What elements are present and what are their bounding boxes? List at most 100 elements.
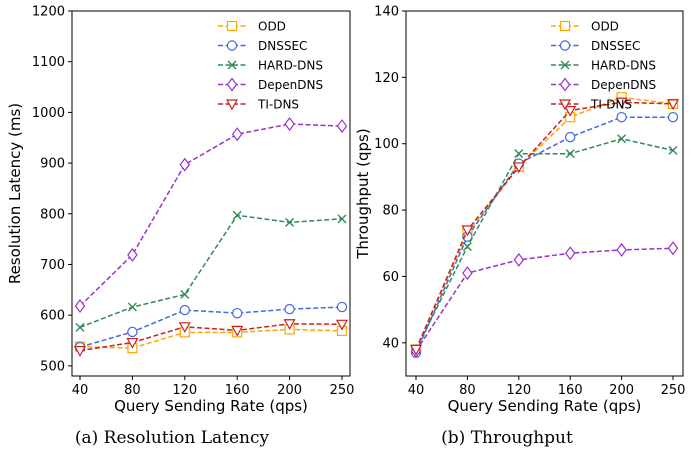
x-tick-label: 80 (459, 383, 476, 398)
data-point (616, 242, 627, 257)
data-point (564, 105, 577, 117)
y-tick-label: 1000 (32, 106, 65, 121)
y-tick-label: 1200 (32, 5, 65, 20)
legend-marker (559, 40, 571, 51)
x-axis-label: Query Sending Rate (qps) (114, 397, 308, 415)
legend-label-hard-dns: HARD-DNS (591, 59, 656, 73)
figure-caption: (a) Resolution Latency (75, 428, 270, 448)
y-tick-label: 500 (40, 359, 65, 374)
data-point (179, 304, 190, 316)
series-line (415, 96, 674, 350)
data-point (73, 346, 87, 357)
y-tick-label: 1100 (32, 55, 65, 70)
x-tick-label: 250 (330, 383, 355, 398)
data-point (127, 247, 138, 262)
series-line (79, 328, 343, 349)
x-tick-label: 250 (661, 383, 686, 398)
series-line (415, 247, 674, 352)
legend-label-hard-dns: HARD-DNS (258, 59, 323, 73)
data-point (75, 322, 85, 332)
legend-label-ti-dns: TI-DNS (257, 98, 299, 112)
data-point (126, 337, 139, 349)
series-line (415, 116, 673, 354)
data-point (617, 134, 627, 144)
legend-label-dnssec: DNSSEC (258, 39, 307, 53)
x-tick-label: 120 (506, 383, 531, 398)
series-line (415, 101, 674, 350)
x-tick-label: 200 (277, 383, 302, 398)
series-hard-dns (411, 134, 678, 354)
legend: ODD DNSSEC HARD-DNS DepenDNS TI-DNS (218, 20, 323, 112)
legend-label-dnssec: DNSSEC (591, 39, 640, 53)
x-tick-label: 200 (609, 383, 634, 398)
data-point (615, 97, 628, 109)
series-ti-dns (409, 97, 680, 356)
data-point (285, 217, 295, 227)
y-tick-label: 700 (40, 258, 65, 273)
legend-marker (225, 99, 239, 111)
data-point (179, 157, 191, 172)
data-point (514, 149, 524, 159)
x-axis-label: Query Sending Rate (qps) (448, 397, 642, 415)
x-tick-label: 40 (408, 383, 425, 398)
legend-marker (560, 60, 570, 70)
data-point (564, 246, 576, 261)
series-odd (74, 324, 348, 354)
data-point (231, 325, 244, 337)
legend-marker (558, 99, 572, 111)
legend-marker (226, 77, 238, 92)
data-point (283, 319, 296, 331)
plot-frame (71, 10, 351, 377)
series-dnssec (410, 111, 679, 358)
legend-marker (559, 20, 571, 32)
y-axis-label: Resolution Latency (ms) (6, 103, 24, 284)
legend-label-dependns: DepenDNS (258, 78, 323, 92)
data-point (337, 214, 347, 224)
series-line (79, 214, 343, 328)
data-point (513, 252, 525, 267)
y-tick-label: 140 (374, 5, 399, 20)
series-ti-dns (73, 319, 349, 357)
data-point (668, 145, 678, 155)
y-tick-label: 60 (382, 270, 399, 285)
plot-frame (405, 10, 684, 377)
data-point (667, 241, 679, 256)
data-point (180, 289, 190, 299)
series-dependns (74, 117, 348, 314)
data-point (232, 210, 242, 220)
chart-resolution-latency: 500 600 700 800 900 1000 1100 1200 40 80 120 160 200… (6, 5, 354, 449)
legend-marker (226, 20, 238, 32)
series-line (79, 123, 343, 307)
data-point (127, 302, 137, 312)
figure-caption: (b) Throughput (441, 428, 573, 448)
data-point (462, 242, 472, 252)
series-odd (410, 92, 679, 355)
data-point (231, 127, 243, 142)
legend-label-ti-dns: TI-DNS (590, 98, 632, 112)
y-tick-label: 120 (374, 71, 399, 86)
data-point (284, 117, 295, 132)
data-point (461, 225, 474, 237)
data-point (565, 131, 576, 143)
data-point (178, 322, 191, 334)
y-tick-label: 80 (382, 204, 399, 219)
legend-marker (559, 77, 571, 92)
y-tick-label: 800 (40, 207, 65, 222)
x-tick-label: 160 (558, 383, 583, 398)
data-point (462, 266, 473, 281)
legend: ODD DNSSEC HARD-DNS DepenDNS TI-DNS (551, 20, 656, 112)
series-dependns (410, 241, 679, 359)
data-point (335, 319, 349, 331)
y-tick-label: 600 (40, 309, 65, 324)
legend-marker (226, 40, 238, 51)
series-dnssec (74, 301, 348, 353)
y-tick-label: 40 (382, 336, 399, 351)
series-line (79, 306, 343, 348)
series-line (79, 323, 343, 352)
data-point (336, 301, 348, 313)
legend-label-odd: ODD (258, 20, 286, 34)
data-point (667, 111, 679, 123)
legend-marker (227, 60, 237, 70)
series-hard-dns (75, 210, 347, 332)
